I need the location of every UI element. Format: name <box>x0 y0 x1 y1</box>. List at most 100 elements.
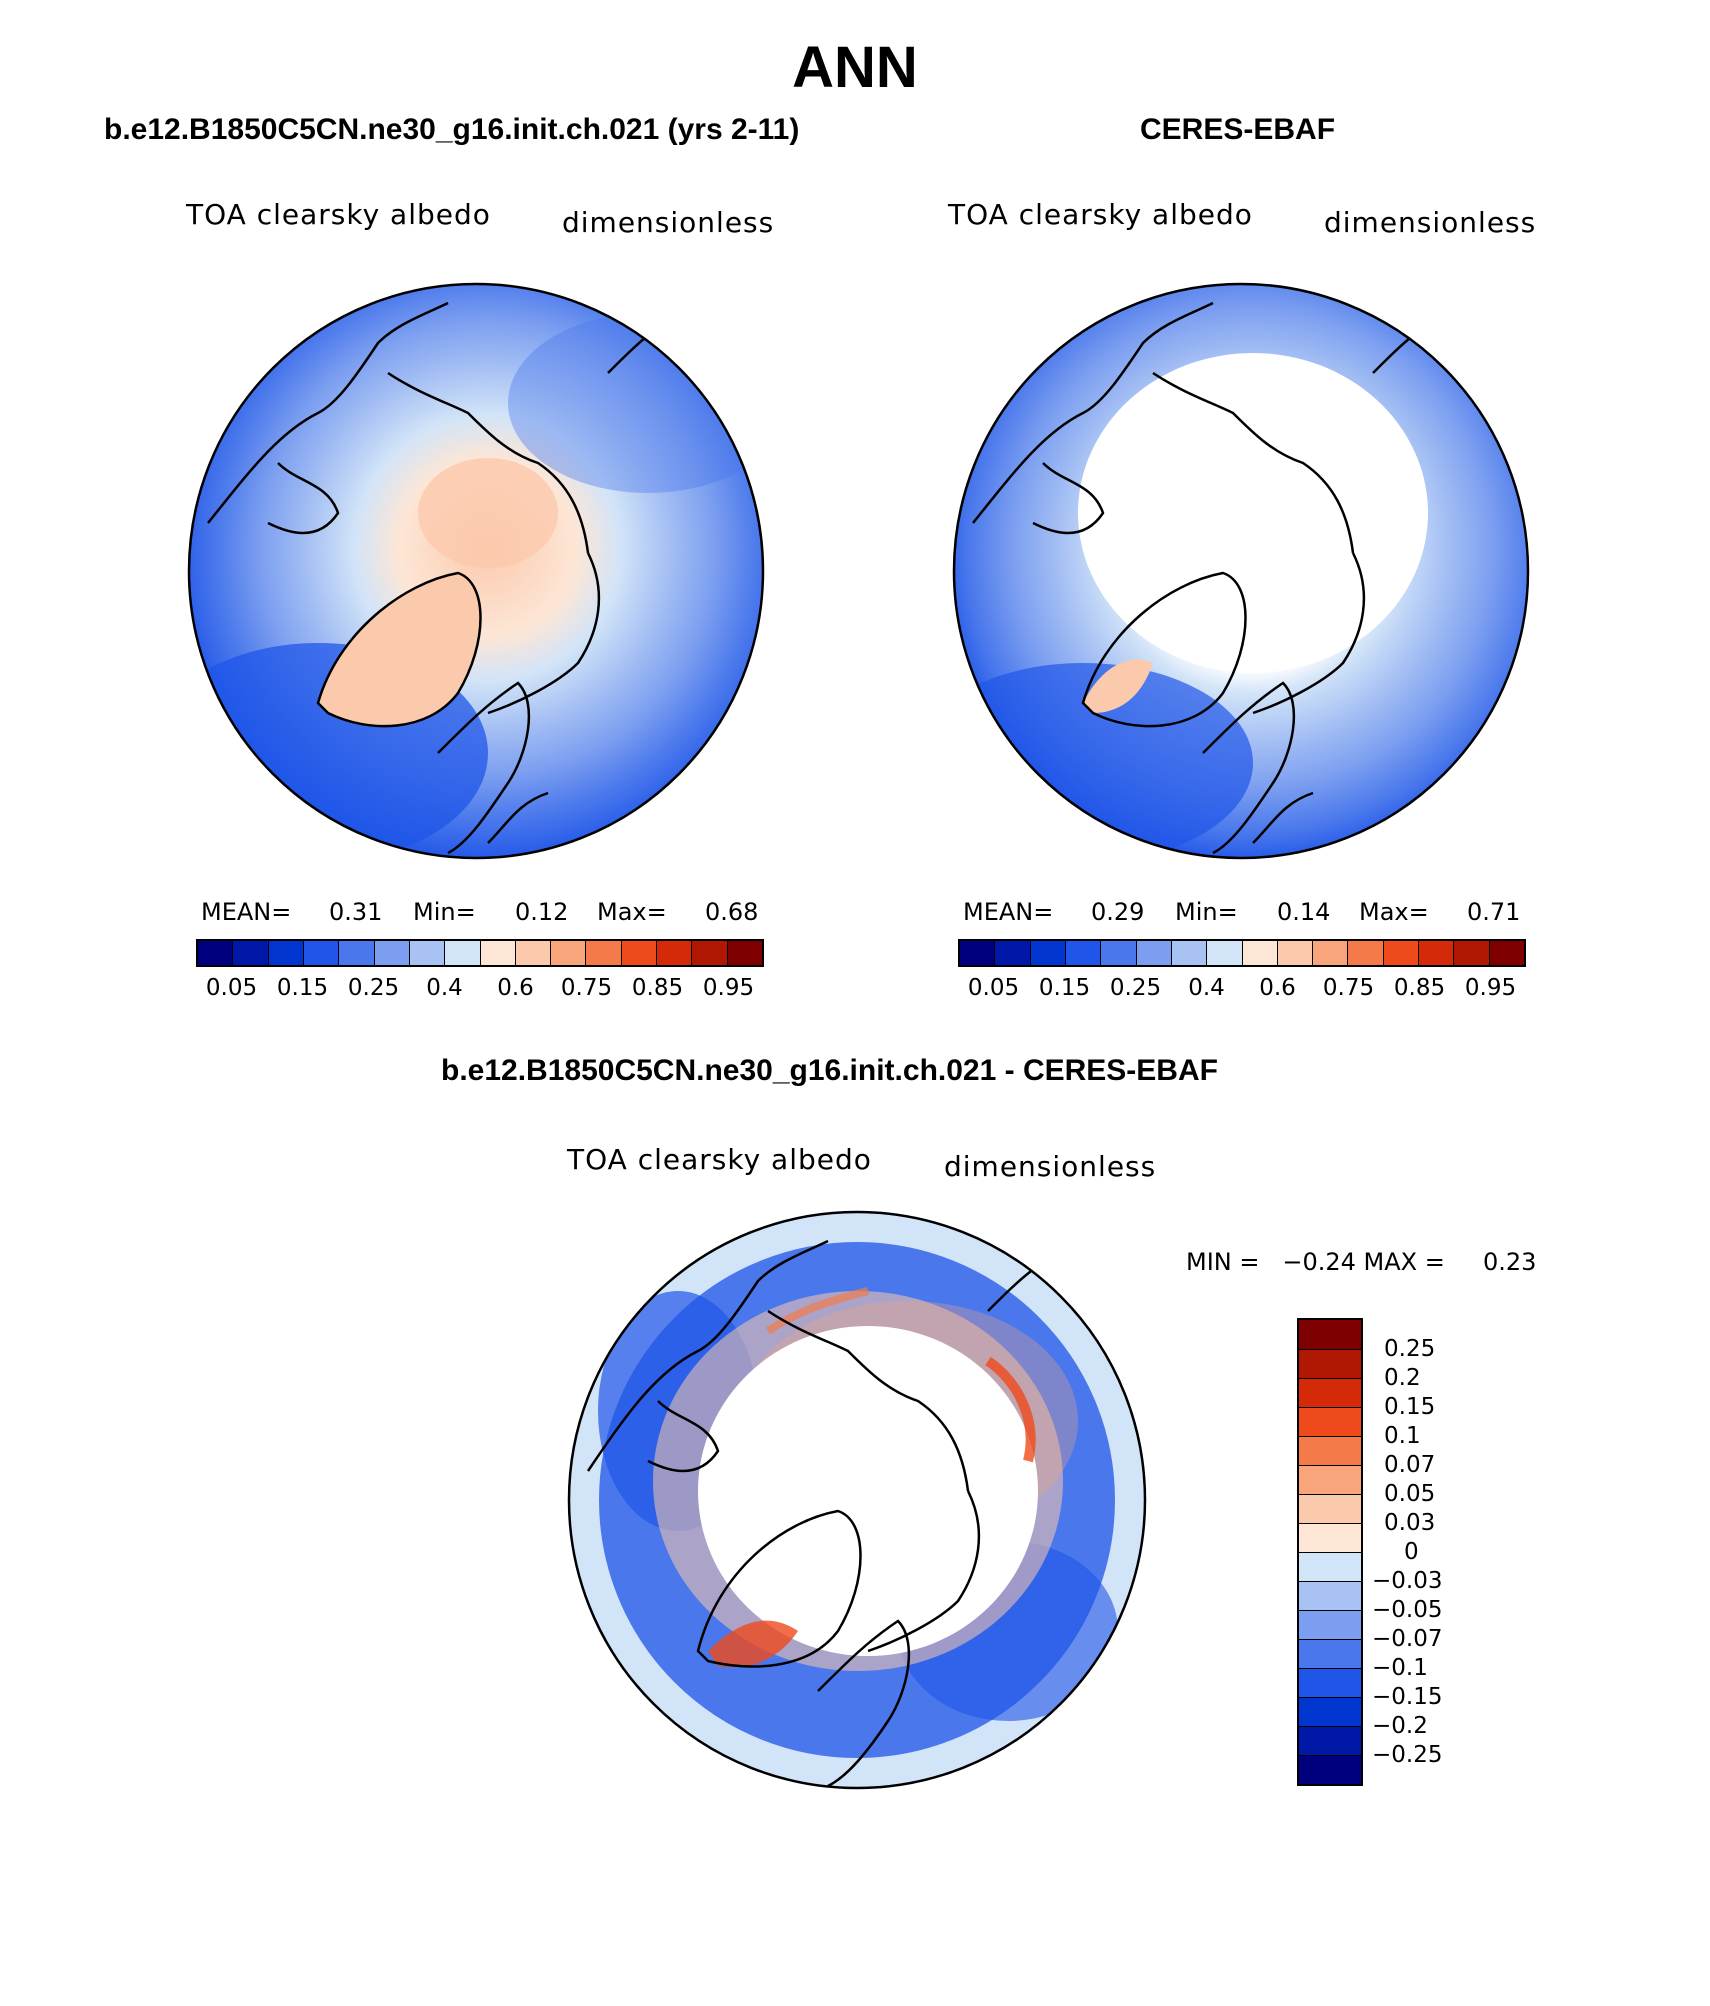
colorbar-swatch <box>1206 941 1242 965</box>
colorbar-swatch <box>1299 1552 1361 1581</box>
panel1-max-value: 0.68 <box>705 898 759 926</box>
panel2-units-label: dimensionless <box>1324 206 1537 239</box>
colorbar-tick-label: 0.85 <box>631 975 684 1001</box>
colorbar-tick-label: 0.6 <box>497 975 534 1001</box>
colorbar-tick-label: 0.4 <box>426 975 463 1001</box>
colorbar-tick-label: 0.15 <box>1384 1394 1436 1420</box>
colorbar-tick-label: 0.05 <box>967 975 1020 1001</box>
colorbar-tick-label: 0.1 <box>1384 1423 1421 1449</box>
colorbar-tick-label: 0.05 <box>1384 1481 1436 1507</box>
colorbar-tick-label: −0.05 <box>1372 1597 1443 1623</box>
colorbar-tick-label: 0.95 <box>1464 975 1517 1001</box>
colorbar-swatch <box>1135 941 1171 965</box>
colorbar-tick-label: 0.6 <box>1259 975 1296 1001</box>
panel1-max-label: Max= <box>597 898 667 926</box>
colorbar-swatch <box>1299 1407 1361 1436</box>
colorbar-swatch <box>1299 1726 1361 1755</box>
colorbar-swatch <box>1029 941 1065 965</box>
colorbar-tick-label: 0.15 <box>1038 975 1091 1001</box>
colorbar-swatch <box>1312 941 1348 965</box>
colorbar-tick-label: 0.75 <box>560 975 613 1001</box>
colorbar-swatch <box>550 941 586 965</box>
panel1-polar-map <box>187 282 765 860</box>
colorbar-swatch <box>1170 941 1207 965</box>
colorbar-swatch <box>1299 1610 1361 1639</box>
panel1-mean-value: 0.31 <box>329 898 383 926</box>
colorbar-swatch <box>1488 941 1524 965</box>
colorbar-swatch <box>373 941 409 965</box>
colorbar-swatch <box>726 941 762 965</box>
colorbar-tick-label: −0.25 <box>1372 1742 1443 1768</box>
colorbar-tick-label: 0.2 <box>1384 1365 1421 1391</box>
colorbar-tick-label: 0.05 <box>205 975 258 1001</box>
colorbar-tick-label: 0.07 <box>1384 1452 1436 1478</box>
colorbar-swatch <box>994 941 1030 965</box>
colorbar-swatch <box>1299 1523 1361 1552</box>
colorbar-swatch <box>1299 1465 1361 1494</box>
colorbar-swatch <box>1453 941 1489 965</box>
colorbar-swatch <box>1299 1494 1361 1523</box>
panel2-max-value: 0.71 <box>1467 898 1521 926</box>
colorbar-tick-label: −0.1 <box>1372 1655 1428 1681</box>
panel1-title: b.e12.B1850C5CN.ne30_g16.init.ch.021 (yr… <box>104 113 800 146</box>
colorbar-swatch <box>1299 1639 1361 1668</box>
panel3-coastlines <box>586 1239 1069 1788</box>
colorbar-swatch <box>1299 1668 1361 1697</box>
colorbar-swatch <box>1241 941 1277 965</box>
panel2-max-label: Max= <box>1359 898 1429 926</box>
panel1-greenland-region <box>318 573 481 727</box>
panel3-minmax: MIN = −0.24 MAX = 0.23 <box>1186 1248 1537 1276</box>
panel2-variable-label: TOA clearsky albedo <box>948 198 1253 231</box>
colorbar-swatch <box>479 941 515 965</box>
colorbar-tick-label: 0.25 <box>1384 1336 1436 1362</box>
colorbar-swatch <box>1276 941 1313 965</box>
colorbar-swatch <box>1299 1755 1361 1784</box>
colorbar-swatch <box>408 941 445 965</box>
panel2-map-border <box>952 282 1530 860</box>
panel1-min-label: Min= <box>413 898 476 926</box>
panel1-mean-label: MEAN= <box>201 898 292 926</box>
colorbar-swatch <box>1064 941 1101 965</box>
panel2-title: CERES-EBAF <box>1140 113 1336 146</box>
panel1-colorbar <box>196 939 764 967</box>
colorbar-swatch <box>302 941 339 965</box>
panel3-units-label: dimensionless <box>944 1150 1157 1183</box>
colorbar-swatch <box>1299 1378 1361 1407</box>
colorbar-swatch <box>1299 1349 1361 1378</box>
panel1-min-value: 0.12 <box>515 898 569 926</box>
panel2-stats: MEAN= 0.29 Min= 0.14 Max= 0.71 <box>963 898 1523 926</box>
panel1-stats: MEAN= 0.31 Min= 0.12 Max= 0.68 <box>201 898 761 926</box>
colorbar-swatch <box>620 941 657 965</box>
page-title: ANN <box>792 35 918 100</box>
colorbar-tick-label: 0.95 <box>702 975 755 1001</box>
panel2-mean-value: 0.29 <box>1091 898 1145 926</box>
colorbar-swatch <box>1299 1320 1361 1349</box>
colorbar-swatch <box>198 941 233 965</box>
panel3-title: b.e12.B1850C5CN.ne30_g16.init.ch.021 - C… <box>441 1054 1218 1087</box>
colorbar-tick-label: 0.4 <box>1188 975 1225 1001</box>
colorbar-swatch <box>267 941 303 965</box>
colorbar-swatch <box>1100 941 1136 965</box>
colorbar-tick-label: 0.85 <box>1393 975 1446 1001</box>
colorbar-swatch <box>656 941 692 965</box>
colorbar-swatch <box>444 941 480 965</box>
panel3-missing-data-region <box>698 1326 1038 1656</box>
panel3-variable-label: TOA clearsky albedo <box>567 1143 872 1176</box>
panel3-colorbar-ticks: 0.25 0.2 0.15 0.1 0.07 0.05 0.03 0 −0.03 −0.05 −0.… <box>1372 1318 1472 1788</box>
colorbar-swatch <box>232 941 268 965</box>
panel1-units-label: dimensionless <box>562 206 775 239</box>
panel2-missing-data-region <box>1078 353 1428 673</box>
colorbar-swatch <box>338 941 374 965</box>
colorbar-tick-label: 0.03 <box>1384 1510 1436 1536</box>
panel3-map-border <box>567 1210 1147 1790</box>
colorbar-swatch <box>1299 1697 1361 1726</box>
panel3-polar-map <box>567 1210 1147 1790</box>
panel2-colorbar-ticks: 0.05 0.15 0.25 0.4 0.6 0.75 0.85 0.95 <box>958 975 1526 1005</box>
colorbar-tick-label: −0.15 <box>1372 1684 1443 1710</box>
panel1-variable-label: TOA clearsky albedo <box>186 198 491 231</box>
colorbar-tick-label: 0 <box>1404 1539 1419 1565</box>
colorbar-swatch <box>1299 1581 1361 1610</box>
colorbar-swatch <box>691 941 727 965</box>
panel1-map-border <box>187 282 765 860</box>
colorbar-tick-label: −0.03 <box>1372 1568 1443 1594</box>
